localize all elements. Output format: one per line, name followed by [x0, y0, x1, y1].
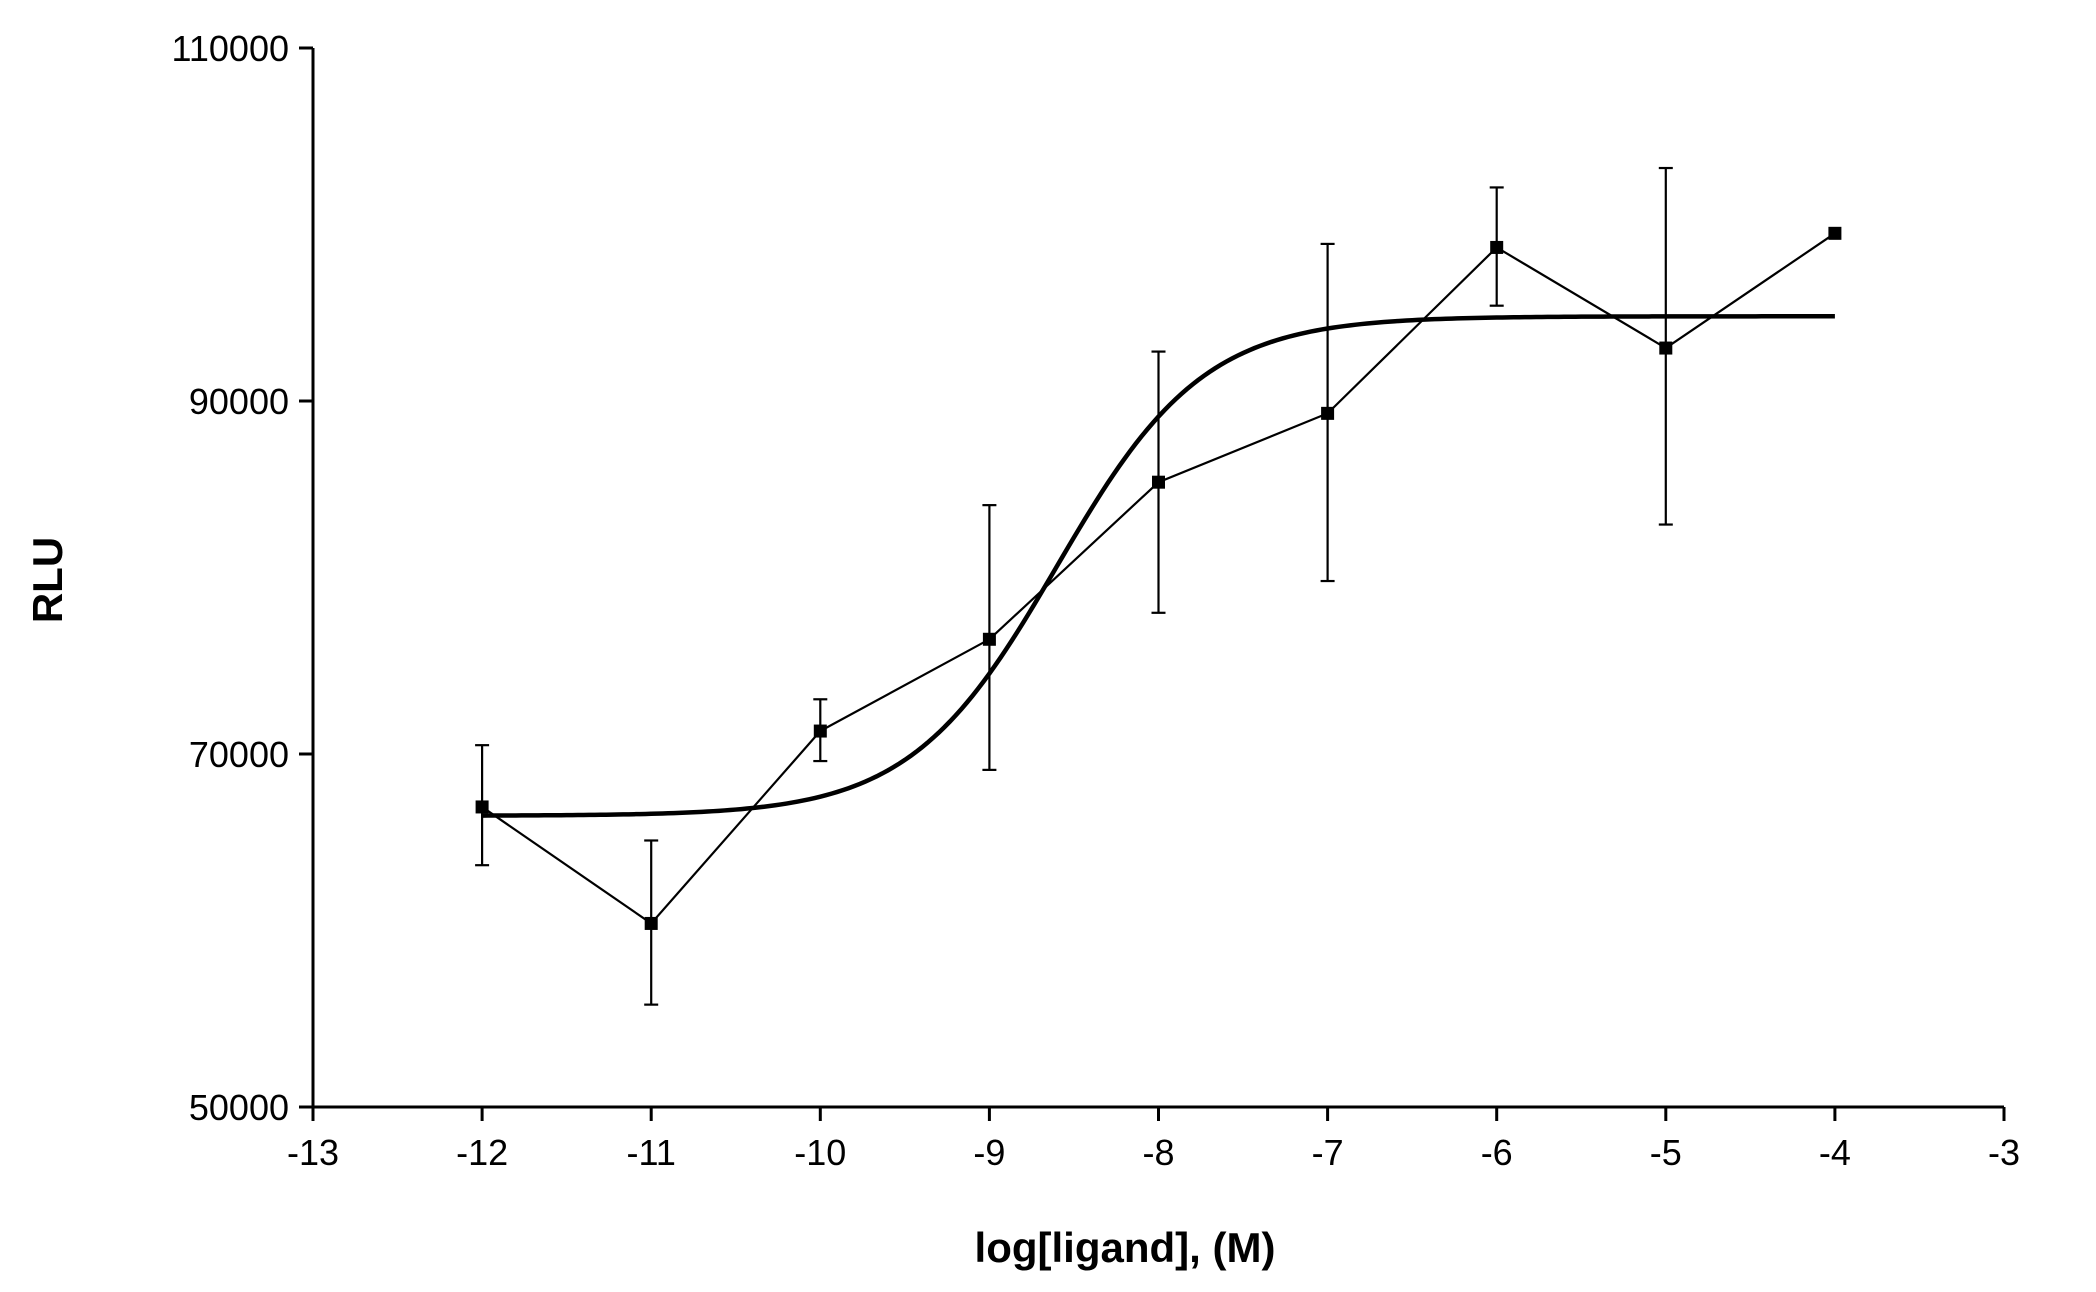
data-point	[813, 724, 827, 738]
data-point	[1152, 475, 1165, 489]
x-tick-label: -9	[973, 1132, 1005, 1173]
x-tick-label: -5	[1650, 1132, 1682, 1173]
y-axis-title: RLU	[24, 537, 71, 623]
y-tick-label: 110000	[172, 28, 289, 69]
x-tick-label: -8	[1142, 1132, 1174, 1173]
data-point	[1828, 226, 1842, 240]
x-axis-title: log[ligand], (M)	[975, 1224, 1276, 1271]
data-point	[475, 800, 489, 814]
x-tick-label: -6	[1481, 1132, 1513, 1173]
data-point	[1659, 341, 1673, 355]
axis-ticks: -13 -12 -11 -10 -9 -8 -7 -6 -5 -4 -3 50000 70000 9000…	[172, 28, 2020, 1173]
x-tick-label: -11	[627, 1132, 676, 1173]
data-series-group	[475, 166, 1842, 1006]
x-tick-label: -7	[1312, 1132, 1344, 1173]
y-tick-label: 70000	[189, 734, 289, 775]
x-tick-label: -13	[287, 1132, 339, 1173]
x-tick-label: -12	[456, 1132, 508, 1173]
y-tick-label: 90000	[189, 381, 289, 422]
data-point	[1490, 240, 1504, 254]
x-tick-label: -4	[1819, 1132, 1851, 1173]
data-point	[644, 916, 658, 930]
x-tick-label: -3	[1988, 1132, 2020, 1173]
y-tick-label: 50000	[189, 1087, 289, 1128]
data-point	[1321, 406, 1335, 420]
x-tick-label: -10	[794, 1132, 846, 1173]
data-point	[982, 632, 996, 646]
